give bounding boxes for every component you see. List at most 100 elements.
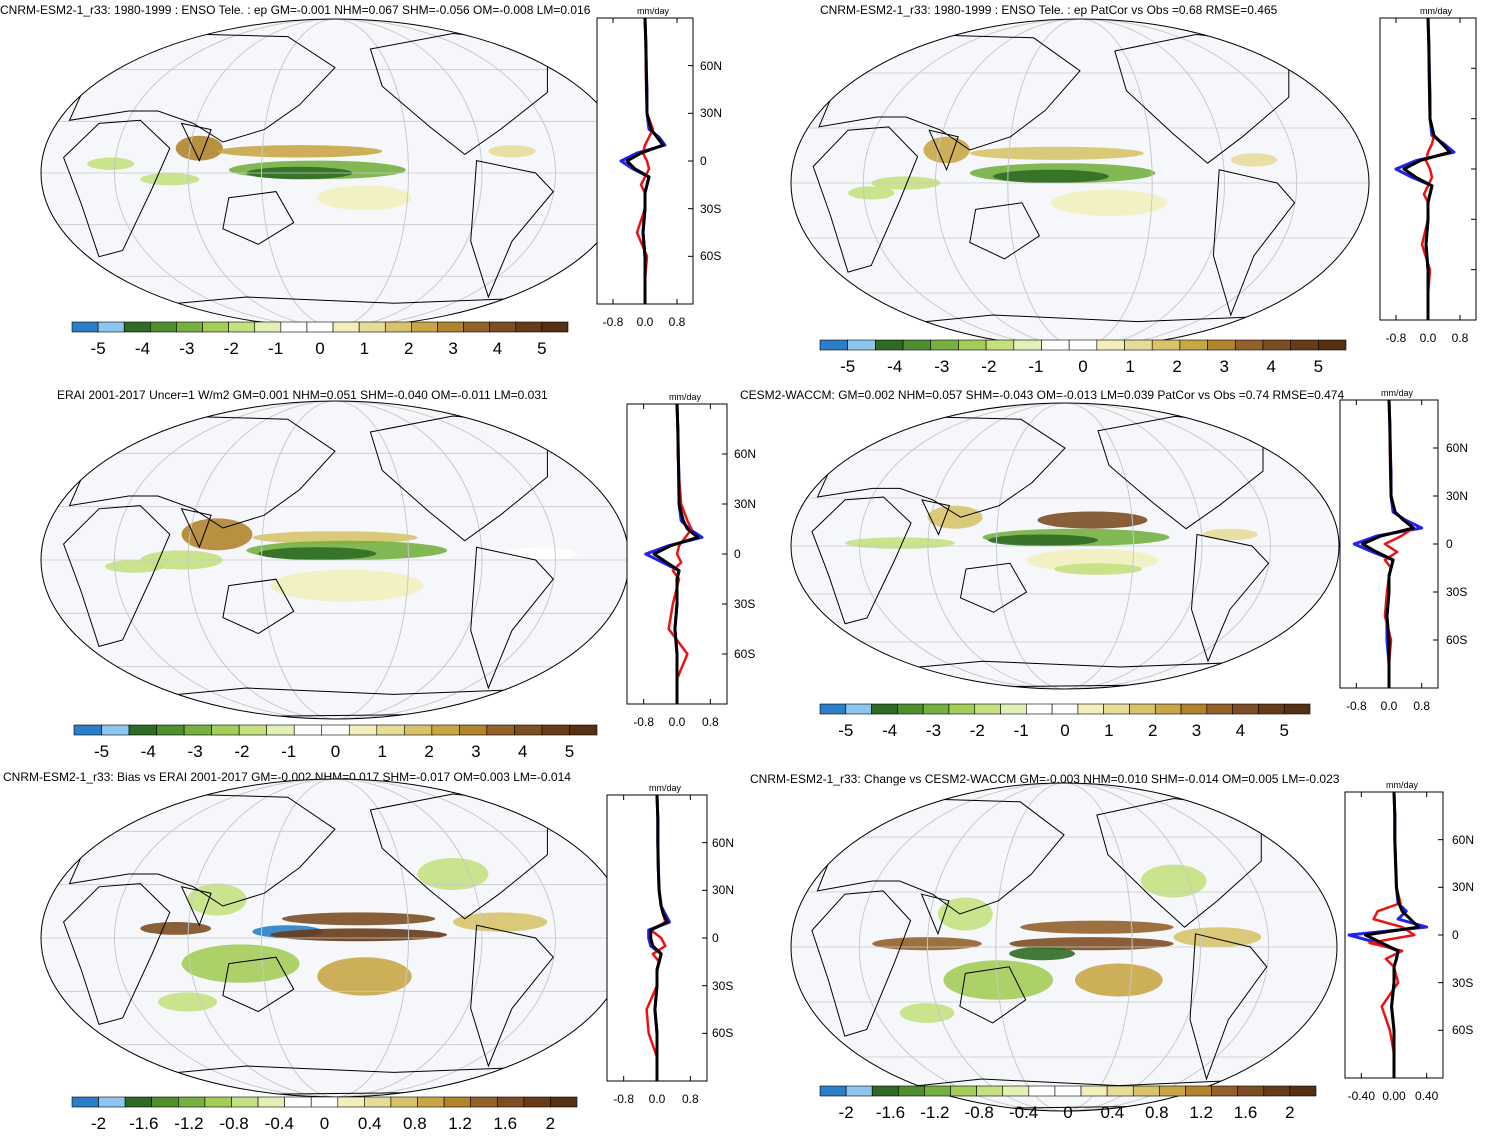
lat-label: 30S [712, 978, 734, 993]
colorbar-tick-label: -1 [268, 339, 283, 358]
colorbar-swatch [176, 321, 203, 333]
colorbar-tick-label: -2 [981, 357, 996, 376]
colorbar-tick-label: 0 [1063, 1103, 1072, 1122]
colorbar-swatch [871, 1085, 899, 1097]
precip-anomaly [937, 897, 993, 931]
colorbar-tick-label: 0 [331, 742, 340, 761]
colorbar-swatch [1207, 339, 1236, 351]
colorbar-swatch [310, 1096, 339, 1108]
x-tick-label: 0.0 [649, 1092, 666, 1106]
colorbar-swatch [1206, 703, 1233, 715]
colorbar-tick-label: 5 [1314, 357, 1323, 376]
colorbar-swatch [1002, 1085, 1030, 1097]
colorbar-swatch [845, 1085, 873, 1097]
colorbar-tick-label: 4 [1236, 721, 1245, 740]
colorbar-swatch [897, 703, 924, 715]
precip-anomaly [181, 518, 253, 551]
colorbar-swatch [948, 703, 976, 715]
precip-anomaly [899, 1003, 955, 1023]
colorbar-tick-label: -5 [94, 742, 109, 761]
coastline [470, 924, 554, 1068]
colorbar-swatch [550, 1096, 578, 1108]
colorbar-tick-label: 0 [320, 1114, 329, 1133]
colorbar-swatch [1258, 703, 1285, 715]
colorbar-swatch [1211, 1085, 1238, 1097]
colorbar-swatch [204, 1096, 232, 1108]
lat-label: 30N [712, 883, 735, 898]
precip-anomaly [1054, 563, 1142, 575]
colorbar-tick-label: -5 [838, 721, 853, 740]
coastline [811, 496, 912, 625]
colorbar-swatch [871, 703, 898, 715]
colorbar-swatch [1180, 703, 1208, 715]
coastline [222, 956, 295, 1013]
colorbar-tick-label: -3 [934, 357, 949, 376]
colorbar-swatch [1096, 339, 1125, 351]
colorbar-tick-label: -2 [839, 1103, 854, 1122]
colorbar-swatch [1103, 703, 1130, 715]
colorbar-tick-label: 3 [471, 742, 480, 761]
lat-label: 60N [1452, 832, 1475, 847]
x-tick-label: -0.8 [613, 1092, 634, 1106]
x-tick-label: 0.8 [702, 715, 719, 729]
colorbar-tick-label: 0.8 [403, 1114, 427, 1133]
panel-title: CESM2-WACCM: GM=0.002 NHM=0.057 SHM=-0.0… [740, 388, 1345, 402]
graticule [187, 401, 483, 719]
graticule [927, 403, 1203, 689]
colorbar-tick-label: -4 [141, 742, 156, 761]
precip-anomaly [281, 912, 436, 926]
lat-label: 0 [734, 547, 741, 561]
zonal-mean-profile: -0.8 0.0 0.8 mm/day [1379, 6, 1477, 345]
colorbar-swatch [1283, 703, 1311, 715]
colorbar-tick-label: -4 [887, 357, 902, 376]
zonal-mean-profile: -0.8 0.0 0.8 mm/day [1339, 388, 1439, 713]
colorbar-swatch [280, 321, 308, 333]
colorbar-swatch [1237, 1085, 1265, 1097]
colorbar: -5 -4 -3 -2 -1 0 1 2 3 4 5 [71, 321, 569, 358]
profile-line-2 [1360, 399, 1415, 688]
coastline [1189, 933, 1268, 1081]
colorbar-swatch [1159, 1085, 1186, 1097]
lat-label: 60N [1446, 441, 1469, 455]
colorbar-swatch [284, 1096, 312, 1108]
colorbar-swatch [73, 724, 102, 736]
precip-anomaly [993, 169, 1109, 183]
x-tick-label: -0.8 [1346, 699, 1367, 713]
x-tick-label: 0.40 [1415, 1089, 1439, 1103]
colorbar-swatch [348, 724, 378, 736]
colorbar: -2 -1.6 -1.2 -0.8 -0.4 0 0.4 0.8 1.2 1.6 2 [71, 1096, 578, 1133]
colorbar-tick-label: 0 [315, 339, 324, 358]
precip-anomaly [943, 960, 1054, 1000]
profile-line-2 [652, 403, 700, 704]
colorbar-tick-label: 0 [1078, 357, 1087, 376]
colorbar-swatch [431, 724, 460, 736]
colorbar-tick-label: -0.8 [219, 1114, 248, 1133]
lat-label: 30S [1446, 585, 1468, 599]
colorbar-tick-label: 1.6 [1234, 1103, 1258, 1122]
units-label: mm/day [1420, 6, 1453, 16]
lat-label: 0 [1452, 928, 1459, 942]
colorbar-swatch [390, 1096, 418, 1108]
colorbar-swatch [321, 724, 350, 736]
precip-anomaly [217, 145, 383, 158]
colorbar-swatch [257, 1096, 285, 1108]
colorbar-swatch [974, 703, 1001, 715]
colorbar-tick-label: -5 [840, 357, 855, 376]
graticule [927, 783, 1201, 1111]
colorbar-swatch [123, 321, 151, 333]
colorbar-tick-label: -0.4 [1009, 1103, 1038, 1122]
colorbar-swatch [541, 321, 569, 333]
colorbar-swatch [71, 321, 99, 333]
colorbar-swatch [404, 724, 433, 736]
x-tick-label: 0.8 [669, 315, 686, 329]
colorbar-tick-label: -4 [882, 721, 897, 740]
colorbar: -5 -4 -3 -2 -1 0 1 2 3 4 5 [819, 339, 1347, 376]
colorbar-tick-label: 1 [360, 339, 369, 358]
colorbar-tick-label: 2 [1148, 721, 1157, 740]
map-border [790, 782, 1338, 1112]
lat-label: 60S [734, 647, 756, 661]
precip-anomaly [140, 173, 200, 186]
coastline [180, 886, 212, 927]
colorbar-tick-label: -2 [970, 721, 985, 740]
map-plot [790, 782, 1338, 1112]
